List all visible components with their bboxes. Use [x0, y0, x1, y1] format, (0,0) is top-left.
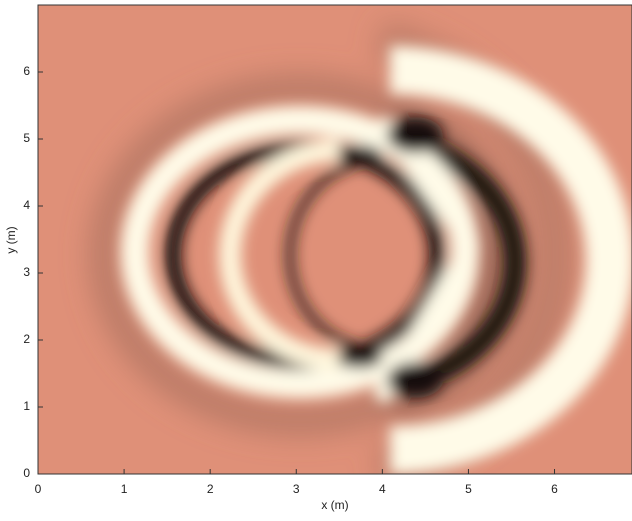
- wave-fronts: [121, 46, 632, 474]
- y-tick-label: 2: [23, 332, 30, 346]
- x-tick-label: 5: [465, 482, 472, 496]
- x-tick-label: 2: [207, 482, 214, 496]
- wavefield: [38, 5, 632, 474]
- x-tick-label: 4: [379, 482, 386, 496]
- y-axis-label: y (m): [4, 226, 18, 253]
- y-tick-label: 4: [23, 198, 30, 212]
- y-tick-label: 3: [23, 265, 30, 279]
- x-tick-label: 1: [121, 482, 128, 496]
- y-tick-label: 1: [23, 399, 30, 413]
- y-tick-label: 5: [23, 131, 30, 145]
- y-tick-label: 0: [23, 466, 30, 480]
- plot-frame: [37, 4, 632, 475]
- x-tick-label: 6: [551, 482, 558, 496]
- x-axis-label: x (m): [321, 498, 348, 512]
- x-tick-label: 3: [293, 482, 300, 496]
- x-tick-label: 0: [35, 482, 42, 496]
- y-tick-label: 6: [23, 64, 30, 78]
